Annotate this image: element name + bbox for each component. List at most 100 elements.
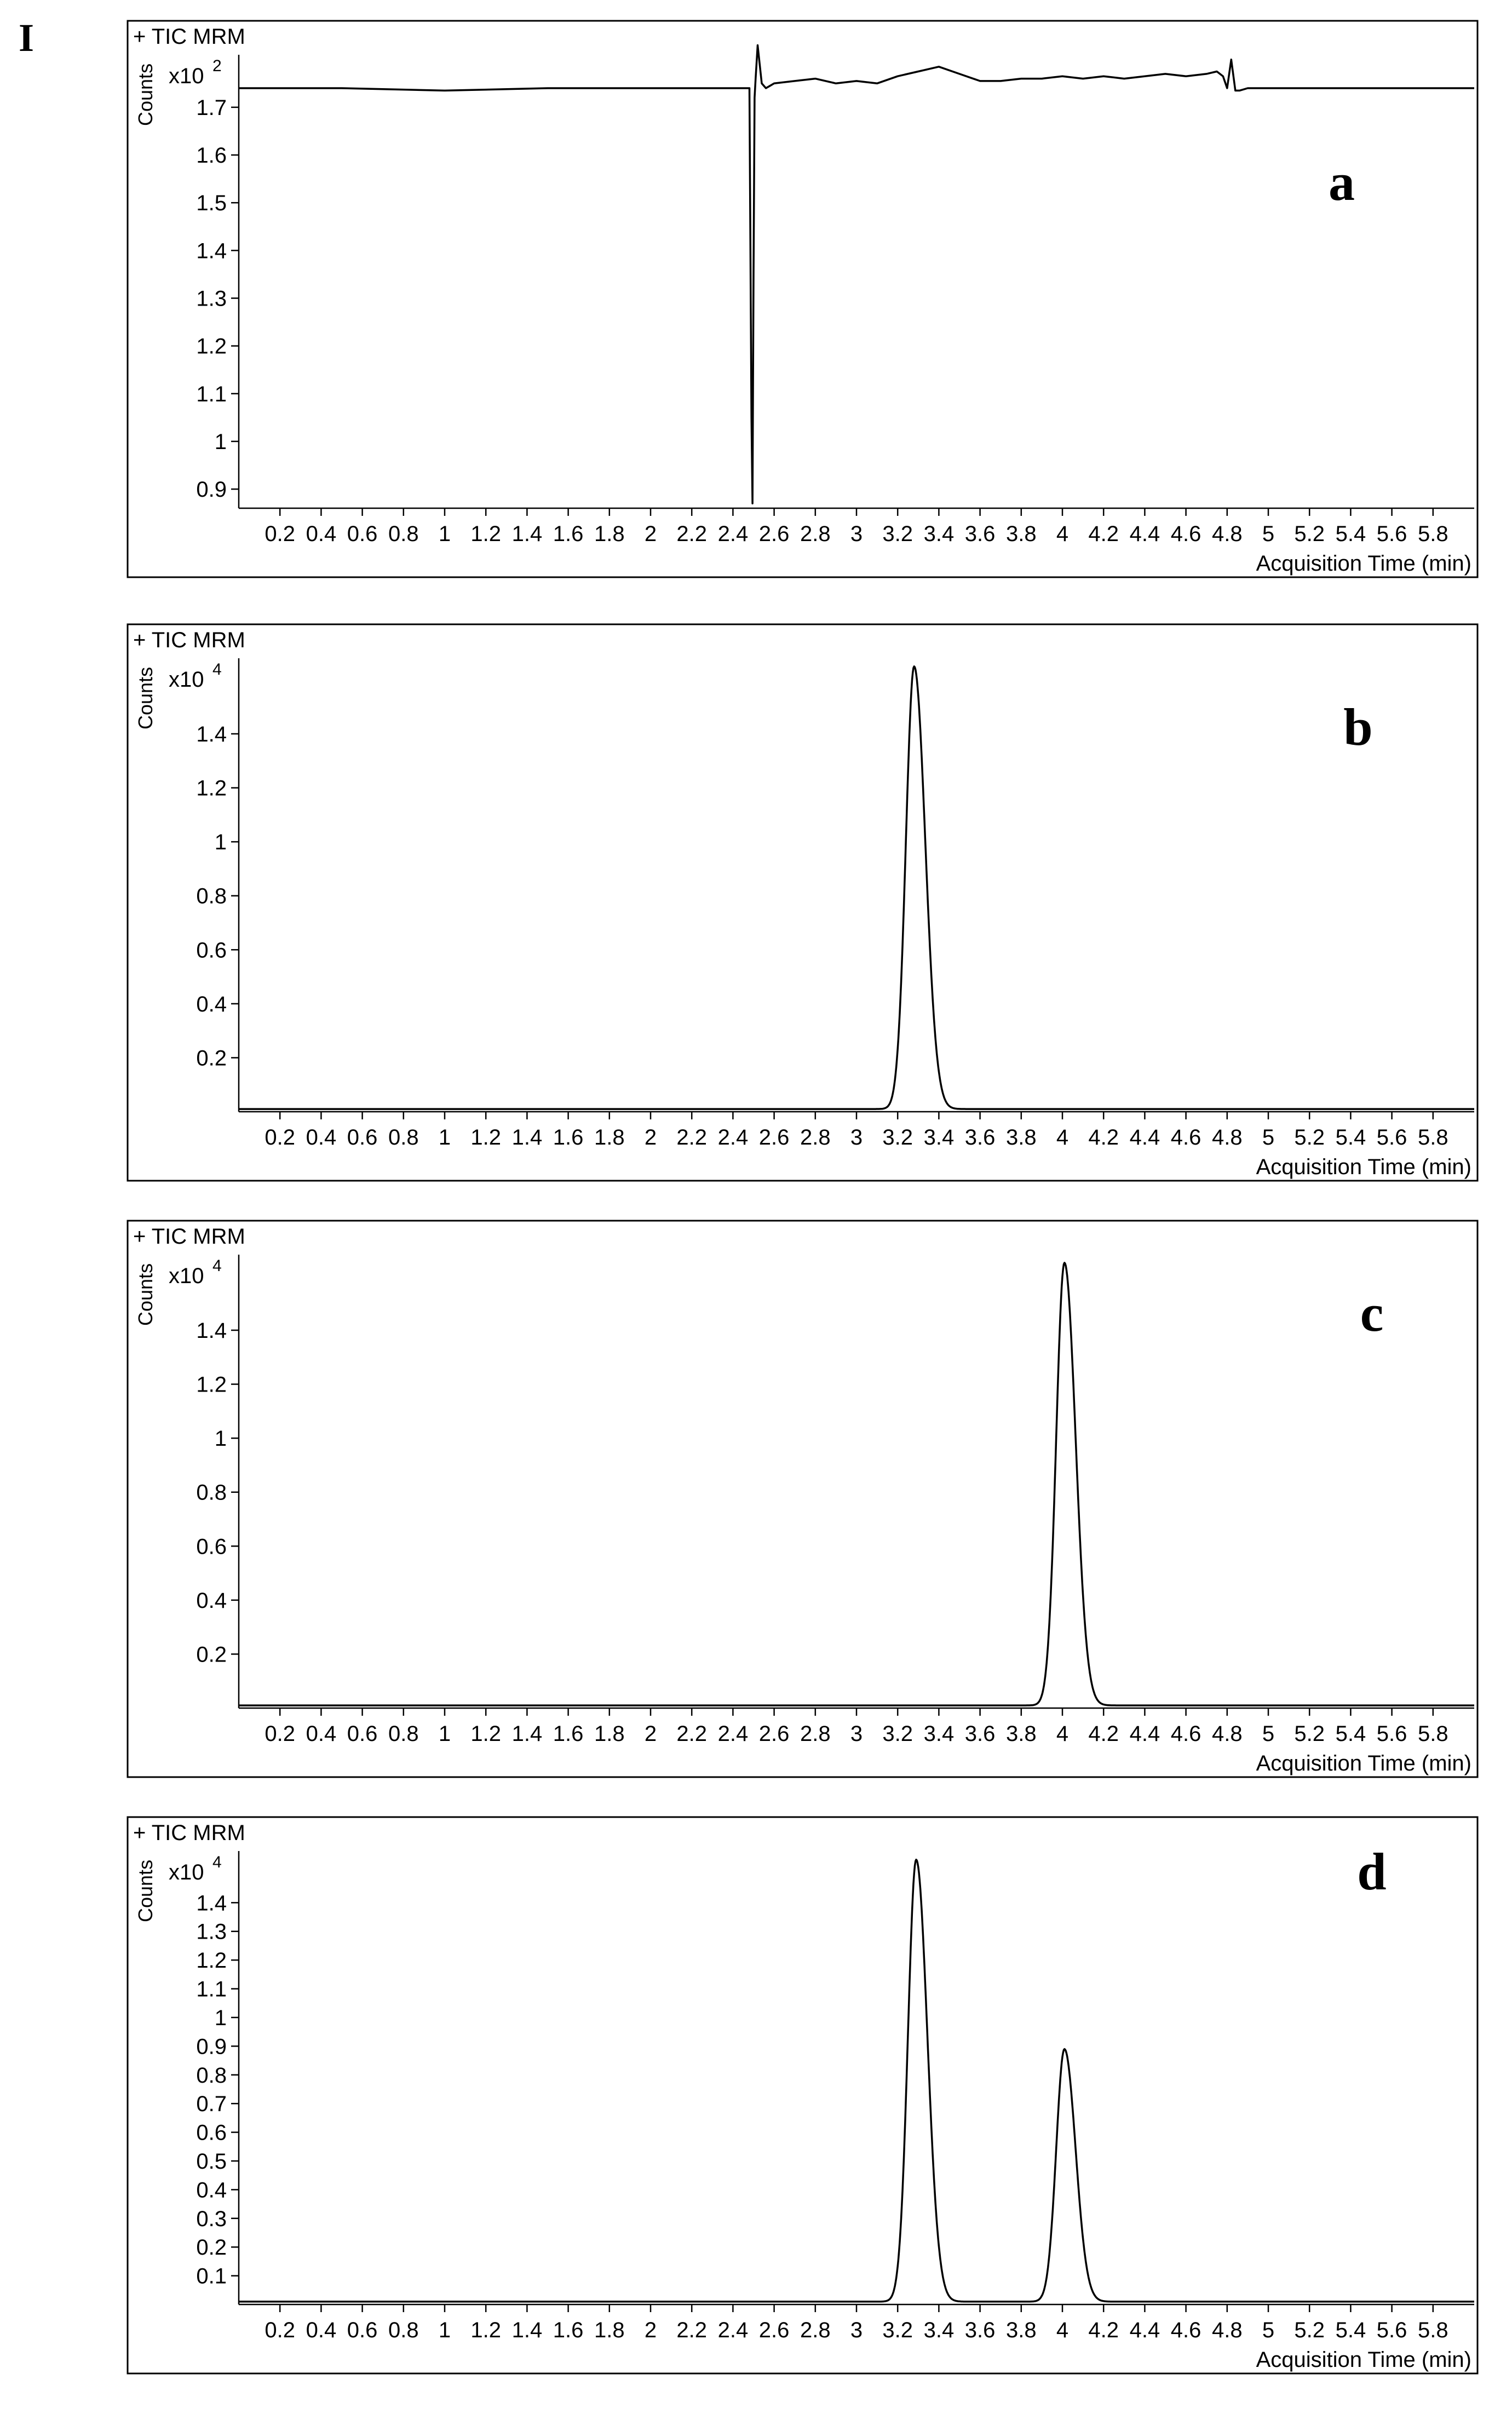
x-tick-label: 2.6 — [759, 522, 790, 546]
y-tick-label: 0.2 — [196, 2235, 227, 2260]
series-trace — [238, 1858, 1475, 2303]
y-tick-label: 0.5 — [196, 2149, 227, 2174]
x-tick-label: 2.8 — [800, 1125, 831, 1149]
y-tick-label: 1 — [215, 1427, 227, 1451]
x-tick-label: 3.4 — [924, 2318, 955, 2342]
y-tick-label: 1.2 — [196, 777, 227, 801]
x-tick-label: 3 — [850, 1722, 863, 1746]
x-tick-label: 2.2 — [676, 522, 707, 546]
x-tick-label: 3.8 — [1006, 2318, 1037, 2342]
y-tick-label: 1.4 — [196, 1319, 227, 1343]
x-tick-label: 3.6 — [965, 2318, 996, 2342]
x-tick-label: 5.4 — [1336, 1722, 1366, 1746]
x-tick-label: 1.6 — [553, 1722, 584, 1746]
y-tick-label: 0.6 — [196, 1534, 227, 1559]
y-tick-label: 0.2 — [196, 1046, 227, 1070]
x-tick-label: 0.8 — [388, 1125, 419, 1149]
x-tick-label: 2.8 — [800, 2318, 831, 2342]
x-tick-label: 0.4 — [306, 2318, 337, 2342]
x-tick-label: 5.6 — [1377, 1125, 1407, 1149]
y-tick-label: 1.3 — [196, 287, 227, 311]
x-axis-label: Acquisition Time (min) — [1256, 551, 1471, 576]
x-tick-label: 4.8 — [1212, 522, 1243, 546]
x-tick-label: 4.2 — [1088, 1722, 1119, 1746]
x-tick-label: 5.2 — [1294, 1722, 1325, 1746]
x-tick-label: 1.8 — [594, 1125, 625, 1149]
y-multiplier: x10 — [169, 64, 204, 88]
x-tick-label: 4 — [1056, 1125, 1068, 1149]
x-tick-label: 3 — [850, 2318, 863, 2342]
y-tick-label: 0.4 — [196, 2178, 227, 2202]
x-tick-label: 1.6 — [553, 1125, 584, 1149]
x-tick-label: 4.2 — [1088, 2318, 1119, 2342]
x-tick-label: 2 — [645, 522, 657, 546]
y-tick-label: 0.2 — [196, 1642, 227, 1666]
x-tick-label: 2 — [645, 1722, 657, 1746]
y-axis-label: Counts — [134, 1860, 157, 1922]
chart-panel-d: + TIC MRM Counts x10 4 0.1 0.2 0.3 0.4 0.5 0.6 0.7… — [127, 1816, 1479, 2375]
y-tick-label: 1 — [215, 2006, 227, 2030]
chart-panel-a: + TIC MRM Counts x10 2 0.9 1 1.1 1.2 1.3 1.4 1.5 1.… — [127, 20, 1479, 578]
x-tick-label: 4.6 — [1171, 1722, 1201, 1746]
x-tick-label: 3.8 — [1006, 1722, 1037, 1746]
x-tick-label: 0.2 — [265, 522, 295, 546]
x-tick-label: 3.2 — [882, 522, 913, 546]
x-tick-label: 5.2 — [1294, 2318, 1325, 2342]
y-tick-label: 1.2 — [196, 1373, 227, 1397]
x-tick-label: 2 — [645, 2318, 657, 2342]
x-tick-label: 0.8 — [388, 1722, 419, 1746]
panel-frame — [127, 1220, 1479, 1778]
x-tick-label: 1.6 — [553, 522, 584, 546]
y-tick-label: 0.4 — [196, 992, 227, 1016]
y-multiplier: x10 — [169, 1860, 204, 1884]
x-tick-label: 5.2 — [1294, 1125, 1325, 1149]
x-tick-label: 5 — [1262, 1125, 1274, 1149]
y-tick-label: 1.7 — [196, 96, 227, 120]
x-tick-label: 2.4 — [718, 1722, 749, 1746]
x-tick-label: 5.8 — [1418, 522, 1448, 546]
x-tick-label: 3 — [850, 522, 863, 546]
x-tick-label: 3.6 — [965, 1125, 996, 1149]
y-tick-label: 0.8 — [196, 884, 227, 909]
y-tick-label: 1.2 — [196, 1949, 227, 1973]
x-tick-label: 2.4 — [718, 522, 749, 546]
x-tick-label: 5.6 — [1377, 1722, 1407, 1746]
y-multiplier: x10 — [169, 668, 204, 692]
y-tick-label: 1.3 — [196, 1920, 227, 1944]
x-tick-label: 4.8 — [1212, 1722, 1243, 1746]
x-tick-label: 0.6 — [347, 1722, 378, 1746]
series-trace — [239, 44, 1474, 505]
panel-title: + TIC MRM — [133, 1821, 245, 1845]
panel-frame — [127, 623, 1479, 1182]
panel-title: + TIC MRM — [133, 628, 245, 652]
x-tick-label: 5 — [1262, 522, 1274, 546]
x-tick-label: 0.6 — [347, 2318, 378, 2342]
y-multiplier: x10 — [169, 1264, 204, 1288]
x-tick-label: 3.2 — [882, 1125, 913, 1149]
y-axis-label: Counts — [134, 667, 157, 729]
x-tick-label: 5 — [1262, 1722, 1274, 1746]
x-tick-label: 0.8 — [388, 2318, 419, 2342]
y-tick-label: 0.6 — [196, 938, 227, 962]
x-tick-label: 3.8 — [1006, 522, 1037, 546]
y-tick-label: 1 — [215, 430, 227, 454]
x-tick-label: 0.2 — [265, 2318, 295, 2342]
x-tick-label: 3.2 — [882, 1722, 913, 1746]
y-tick-label: 1.1 — [196, 382, 227, 406]
x-tick-label: 0.4 — [306, 1722, 337, 1746]
x-tick-label: 4.2 — [1088, 1125, 1119, 1149]
x-tick-label: 4 — [1056, 2318, 1068, 2342]
x-axis-label: Acquisition Time (min) — [1256, 2348, 1471, 2372]
x-tick-label: 5.6 — [1377, 522, 1407, 546]
y-tick-label: 0.3 — [196, 2207, 227, 2231]
panel-frame — [127, 1816, 1479, 2375]
series-trace — [238, 1262, 1475, 1706]
x-tick-label: 1.6 — [553, 2318, 584, 2342]
x-tick-label: 5.4 — [1336, 522, 1366, 546]
x-tick-label: 1 — [439, 1722, 451, 1746]
x-tick-label: 2.2 — [676, 2318, 707, 2342]
panel-letter: c — [1360, 1284, 1384, 1342]
x-axis-label: Acquisition Time (min) — [1256, 1155, 1471, 1179]
y-tick-label: 0.9 — [196, 478, 227, 502]
x-tick-label: 1 — [439, 522, 451, 546]
